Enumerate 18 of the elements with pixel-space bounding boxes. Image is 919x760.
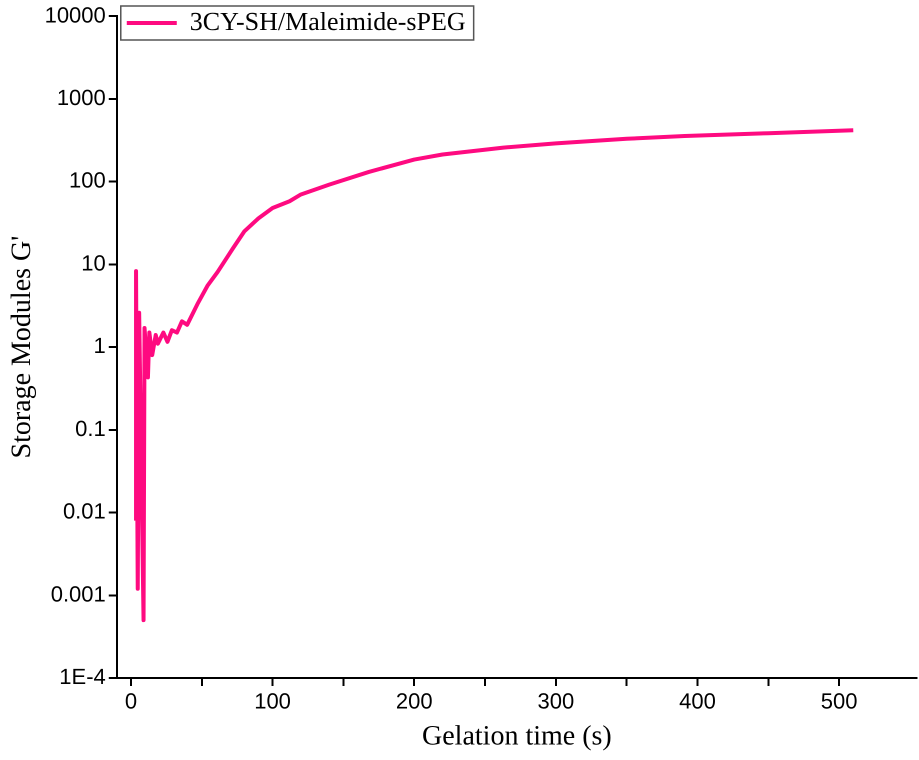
x-tick-label: 500 bbox=[820, 688, 858, 714]
y-tick-label: 0.1 bbox=[75, 416, 106, 441]
x-tick-label: 300 bbox=[537, 688, 574, 714]
y-axis-title: Storage Modules G' bbox=[6, 236, 38, 458]
y-tick-label: 10 bbox=[81, 250, 106, 276]
x-tick-label: 200 bbox=[396, 688, 433, 714]
y-tick-label: 100 bbox=[69, 168, 106, 193]
y-tick-label: 1000 bbox=[56, 84, 106, 110]
y-tick-label: 1 bbox=[94, 333, 106, 358]
legend-label: 3CY-SH/Maleimide-sPEG bbox=[190, 6, 466, 36]
x-tick-label: 0 bbox=[124, 688, 138, 714]
y-tick-label: 0.01 bbox=[62, 498, 106, 524]
y-tick-label: 10000 bbox=[44, 2, 106, 28]
y-tick-label: 0.001 bbox=[50, 581, 106, 606]
y-tick-label: 1E-4 bbox=[59, 664, 106, 690]
x-axis-title: Gelation time (s) bbox=[422, 720, 612, 752]
x-tick-label: 100 bbox=[254, 688, 291, 714]
x-tick-label: 400 bbox=[679, 688, 716, 714]
